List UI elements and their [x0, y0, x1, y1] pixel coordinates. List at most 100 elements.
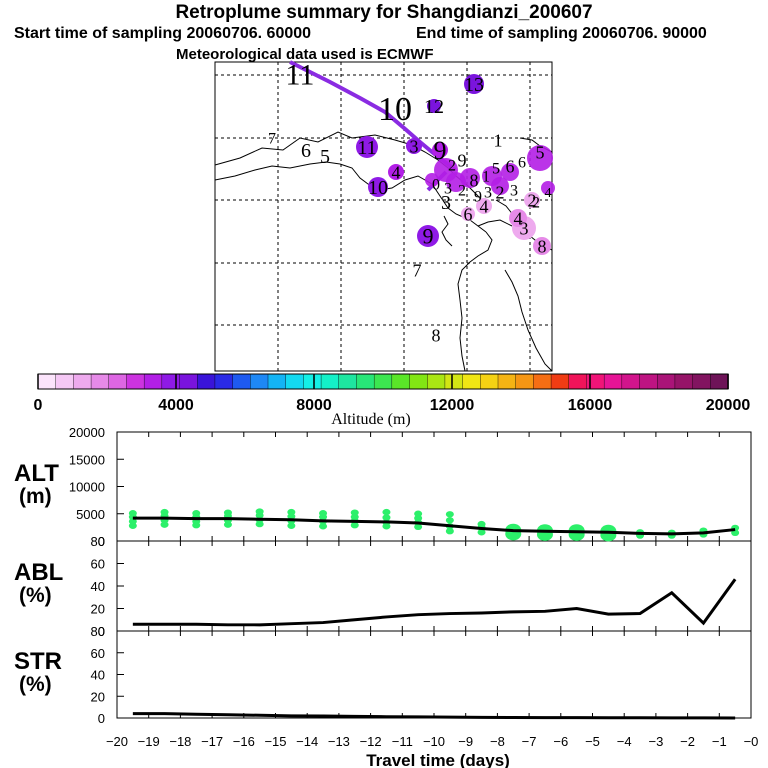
- x-tick-label: −15: [264, 734, 286, 749]
- altitude-marker: [445, 527, 454, 535]
- map-point: [533, 237, 551, 255]
- colorbar-cell: [250, 373, 269, 390]
- map-cluster-label: 2: [532, 195, 540, 212]
- map-point: [356, 136, 378, 158]
- map-point-label: 3: [520, 218, 529, 238]
- map-cluster-label: 8: [470, 170, 479, 190]
- map-cluster-label: 1: [494, 130, 503, 150]
- y-tick-label: 20: [91, 689, 105, 704]
- colorbar-cell: [391, 373, 411, 390]
- altitude-marker: [223, 509, 232, 516]
- colorbar-cell: [603, 373, 623, 390]
- colorbar-cell: [427, 373, 446, 390]
- series-line: [132, 712, 736, 720]
- str-panel: 0 20 40 60 80: [91, 624, 752, 726]
- map-cluster-label: 6: [506, 156, 515, 176]
- map-point: [509, 209, 527, 227]
- meteorological-data-note: Meteorological data used is ECMWF: [176, 46, 434, 63]
- map-point: [368, 177, 388, 197]
- colorbar-cell: [444, 373, 464, 390]
- colorbar-cell: [37, 373, 57, 390]
- y-tick-label: 60: [91, 646, 105, 661]
- altitude-mean-line: [132, 516, 736, 536]
- colorbar-cell: [480, 373, 499, 390]
- y-tick-label: 80: [91, 534, 105, 549]
- colorbar-cell: [143, 373, 163, 390]
- colorbar-cell: [497, 373, 517, 390]
- map-cluster-label: 2: [496, 182, 505, 202]
- sampling-start-time: Start time of sampling 20060706. 60000: [14, 25, 312, 42]
- x-tick-label: −8: [490, 734, 505, 749]
- map-cluster-label: 9: [474, 189, 482, 206]
- colorbar-cell: [586, 373, 605, 390]
- map-point-label: 10: [378, 91, 412, 128]
- colorbar-cell: [356, 373, 375, 390]
- panel-ylabel: STR: [14, 647, 62, 675]
- map-point-label: 4: [392, 162, 401, 182]
- x-tick-label: −13: [328, 734, 350, 749]
- colorbar-tick-label: 20000: [706, 397, 751, 414]
- colorbar-cell: [303, 373, 322, 390]
- x-tick-label: −16: [233, 734, 255, 749]
- map-cluster-blob: [501, 163, 519, 181]
- colorbar-cell: [126, 373, 145, 390]
- x-tick-label: −5: [585, 734, 600, 749]
- altitude-marker: [255, 508, 264, 515]
- altitude-marker: [414, 510, 423, 517]
- y-tick-label: 20: [91, 602, 105, 617]
- map-point-label: 7: [413, 260, 422, 280]
- altitude-marker: [128, 510, 137, 517]
- colorbar-cell: [710, 373, 729, 390]
- panel-ylabel: ALT: [14, 459, 59, 487]
- x-axis: −20 −19 −18 −17 −16 −15 −14 −13 −12 −11 −10 −9 −8 −7 −…: [106, 734, 758, 749]
- map-graticule: [215, 62, 552, 371]
- map-point-label: 11: [286, 59, 315, 92]
- map-cluster-label: 2: [448, 158, 456, 175]
- map-point: [524, 192, 540, 208]
- y-tick-label: 60: [91, 557, 105, 572]
- altitude-marker: [477, 529, 486, 536]
- map-point-label: 8: [432, 325, 441, 345]
- x-tick-label: −7: [522, 734, 537, 749]
- map-cluster-blob: [460, 168, 480, 188]
- colorbar-cell: [108, 373, 128, 390]
- colorbar-cell: [657, 373, 676, 390]
- x-tick-label: −10: [423, 734, 445, 749]
- chart-title: Retroplume summary for Shangdianzi_20060…: [175, 2, 593, 23]
- x-tick-label: −9: [458, 734, 473, 749]
- map-cluster-label: 3: [484, 185, 492, 202]
- colorbar-cell: [214, 373, 234, 390]
- map-point-label: 6: [464, 204, 473, 224]
- colorbar-cell: [515, 373, 535, 390]
- map-cluster-label: 3: [444, 181, 452, 198]
- panels-frame: [116, 431, 752, 719]
- series-line: [132, 578, 737, 627]
- sampling-end-time: End time of sampling 20060706. 90000: [416, 25, 707, 42]
- altitude-marker: [382, 508, 391, 516]
- colorbar-cell: [267, 373, 287, 390]
- colorbar-cell: [462, 373, 482, 390]
- map-cluster-label: 6: [518, 155, 526, 172]
- x-tick-label: −4: [617, 734, 632, 749]
- colorbar-cell: [73, 373, 92, 390]
- map-point: [388, 164, 404, 180]
- map-point-label: 9: [434, 136, 447, 165]
- colorbar-cell: [533, 373, 552, 390]
- alt-panel: 0 5000 10000 15000 20000: [69, 425, 752, 549]
- map-point-label: 9: [423, 224, 434, 249]
- map-point: [476, 198, 492, 214]
- colorbar-cell: [373, 373, 393, 390]
- map-point: [427, 99, 441, 113]
- map-cluster-label: 2: [458, 183, 466, 200]
- x-tick-label: −19: [138, 734, 160, 749]
- colorbar-tick-label: 0: [34, 397, 43, 414]
- altitude-marker: [160, 508, 169, 516]
- colorbar-cell: [179, 373, 198, 390]
- map-points: [356, 74, 555, 255]
- altitude-marker: [382, 514, 391, 521]
- colorbar-cell: [90, 373, 110, 390]
- y-tick-label: 0: [98, 711, 105, 726]
- y-tick-label: 40: [91, 579, 105, 594]
- colorbar-tick-label: 8000: [296, 397, 332, 414]
